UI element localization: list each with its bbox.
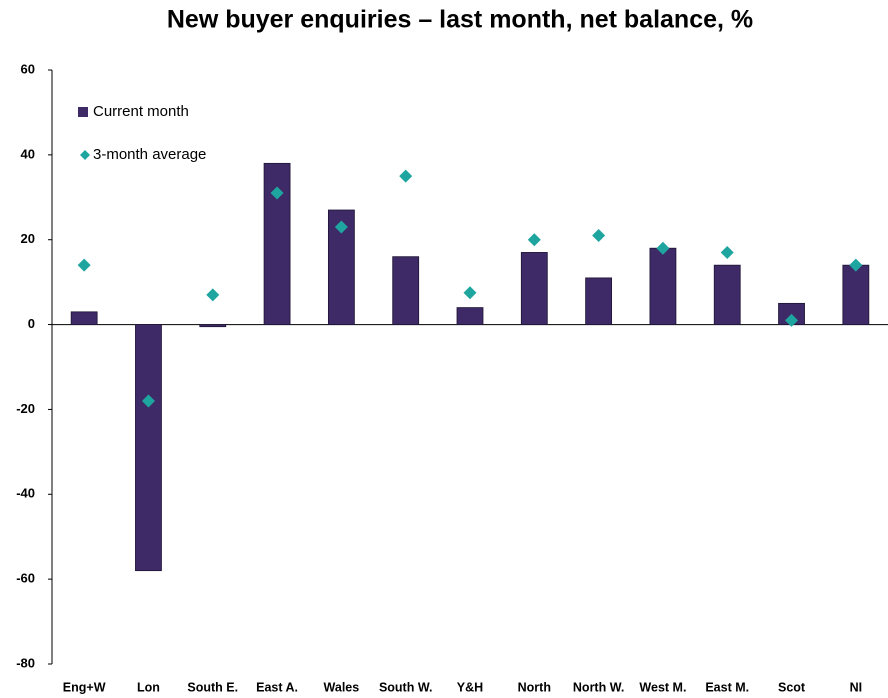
marker bbox=[334, 220, 348, 234]
chart-title: New buyer enquiries – last month, net ba… bbox=[167, 6, 753, 34]
marker bbox=[399, 169, 413, 183]
x-tick-label: NI bbox=[850, 680, 863, 694]
legend-label: 3-month average bbox=[93, 146, 206, 163]
marker bbox=[527, 233, 541, 247]
x-tick-label: Lon bbox=[137, 680, 160, 694]
marker bbox=[656, 241, 670, 255]
bar bbox=[70, 311, 98, 325]
x-tick-label: Y&H bbox=[457, 680, 483, 694]
marker bbox=[785, 313, 799, 327]
legend-label: Current month bbox=[93, 103, 189, 120]
bar bbox=[199, 324, 227, 328]
bar bbox=[649, 247, 677, 325]
marker bbox=[206, 288, 220, 302]
bar bbox=[585, 277, 613, 325]
marker bbox=[463, 286, 477, 300]
bar bbox=[713, 264, 741, 325]
bar bbox=[392, 256, 420, 325]
y-tick-label: 60 bbox=[21, 61, 35, 76]
y-tick-label: 40 bbox=[21, 146, 35, 161]
x-tick-label: East A. bbox=[256, 680, 298, 694]
x-tick-label: Wales bbox=[324, 680, 360, 694]
x-tick-label: East M. bbox=[705, 680, 749, 694]
bar bbox=[135, 324, 162, 572]
x-tick-label: North W. bbox=[573, 680, 624, 694]
legend-swatch bbox=[80, 150, 90, 160]
x-tick-label: South W. bbox=[379, 680, 432, 694]
x-tick-label: North bbox=[518, 680, 551, 694]
marker bbox=[849, 258, 863, 272]
y-tick-label: -80 bbox=[16, 655, 35, 670]
y-tick-label: -20 bbox=[16, 401, 35, 416]
y-tick-label: -60 bbox=[16, 571, 35, 586]
bar bbox=[456, 307, 484, 325]
x-tick-label: West M. bbox=[639, 680, 686, 694]
x-tick-label: Scot bbox=[778, 680, 806, 694]
marker bbox=[720, 245, 734, 259]
marker bbox=[77, 258, 91, 272]
bar bbox=[842, 264, 870, 325]
y-tick-label: -40 bbox=[16, 486, 35, 501]
marker bbox=[592, 228, 606, 242]
y-tick-label: 0 bbox=[28, 316, 35, 331]
marker bbox=[141, 394, 155, 408]
bar bbox=[520, 252, 548, 325]
legend-swatch bbox=[78, 107, 88, 117]
x-tick-label: South E. bbox=[187, 680, 238, 694]
marker bbox=[270, 186, 284, 200]
y-tick-label: 20 bbox=[21, 231, 35, 246]
x-tick-label: Eng+W bbox=[63, 680, 106, 694]
